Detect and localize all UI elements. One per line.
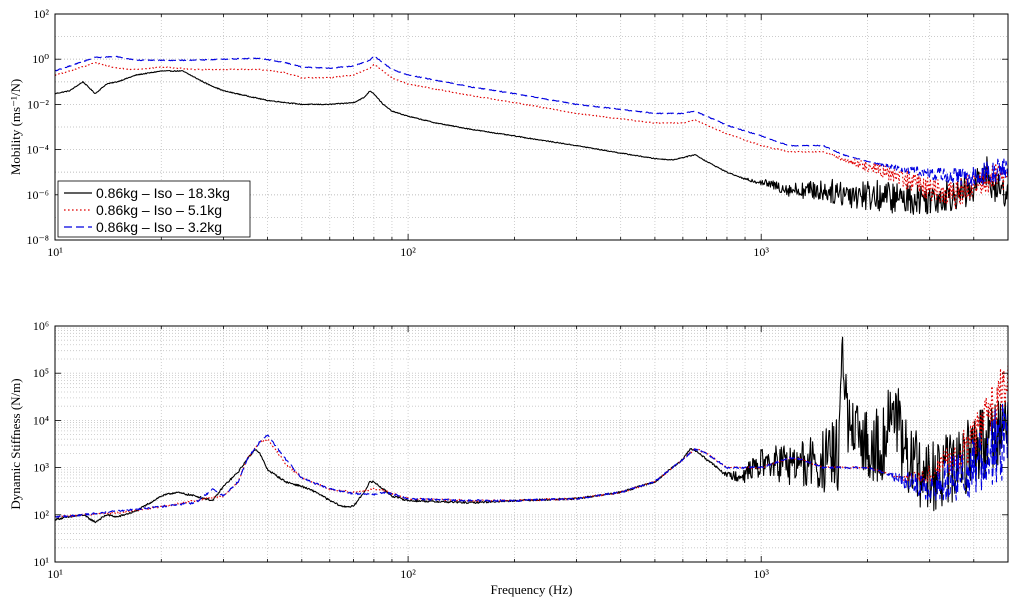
tick-marks — [54, 325, 1009, 563]
x-tick-label: 10³ — [753, 567, 769, 581]
y-axis-label: Mobility (ms⁻¹/N) — [8, 79, 23, 175]
x-tick-label: 10³ — [753, 245, 769, 259]
series-line-1 — [55, 70, 1008, 215]
y-tick-label: 10⁵ — [33, 366, 49, 380]
stiffness-panel: 10¹ 10² 10³ 10¹ 10² 10³ 10⁴ 10⁵ 10⁶ Dynamic Stiff… — [8, 319, 1009, 597]
y-axis-label: Dynamic Stiffness (N/m) — [8, 378, 23, 509]
series-line-3 — [55, 55, 1008, 186]
x-tick-label: 10² — [400, 245, 416, 259]
series-lines — [55, 55, 1008, 215]
series-line-2 — [55, 362, 1008, 519]
series-lines — [55, 336, 1008, 524]
legend-label: 0.86kg – Iso – 18.3kg — [96, 185, 230, 201]
axes-frame — [54, 325, 1009, 563]
legend-label: 0.86kg – Iso – 5.1kg — [96, 202, 222, 218]
y-tick-label: 10¹ — [33, 555, 49, 569]
y-tick-label: 10⁻⁶ — [26, 188, 49, 202]
x-tick-label: 10¹ — [47, 245, 63, 259]
legend-box — [57, 180, 251, 238]
mobility-panel: 10¹ 10² 10³ 10⁻⁸ 10⁻⁶ 10⁻⁴ 10⁻² 10⁰ 10² Mobility … — [8, 7, 1009, 259]
y-tick-label: 10⁶ — [33, 319, 49, 333]
y-tick-label: 10² — [33, 7, 49, 21]
legend-label: 0.86kg – Iso – 3.2kg — [96, 219, 222, 235]
x-axis-label: Frequency (Hz) — [491, 582, 573, 597]
x-tick-label: 10² — [400, 567, 416, 581]
series-line-1 — [55, 336, 1008, 524]
y-tick-label: 10⁻⁴ — [26, 143, 49, 157]
y-tick-label: 10⁻⁸ — [26, 233, 49, 247]
x-tick-label: 10¹ — [47, 567, 63, 581]
tick-marks — [54, 13, 1009, 241]
y-tick-label: 10⁴ — [33, 413, 49, 427]
grid — [55, 326, 1008, 562]
y-tick-label: 10⁰ — [32, 52, 49, 66]
y-tick-label: 10³ — [33, 461, 49, 475]
axes-frame — [54, 13, 1009, 241]
series-line-3 — [55, 392, 1008, 518]
y-tick-label: 10⁻² — [27, 97, 49, 111]
y-tick-label: 10² — [33, 508, 49, 522]
